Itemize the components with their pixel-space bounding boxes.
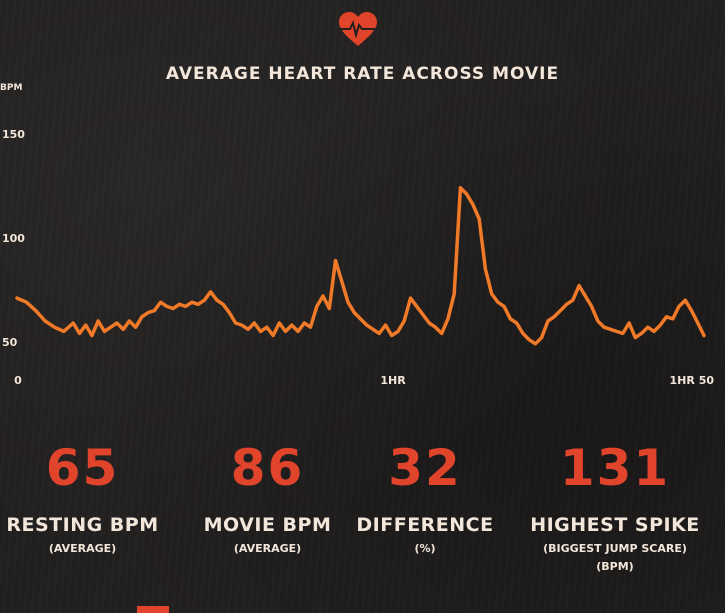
bottom-accent-bar [137,606,169,613]
stat-sub: (average) [233,542,302,555]
stats-panel: 65 Resting BPM (average) 86 Movie BPM (a… [0,440,725,613]
stat-value: 32 [388,439,462,497]
x-tick-label: 1HR [380,374,406,387]
heart-ecg-icon [339,12,377,46]
stat-highest-spike: 131 Highest Spike (Biggest Jump Scare) (… [515,440,715,576]
stat-label: Highest Spike [530,514,700,536]
heart-rate-series-line [15,186,706,346]
stat-movie-bpm: 86 Movie BPM (average) [190,440,345,558]
stat-label: Movie BPM [203,514,332,536]
stat-sub: (average) [48,542,117,555]
stat-value: 86 [230,439,305,497]
stat-difference: 32 Difference (%) [350,440,500,558]
x-tick-label: 0 [14,374,22,387]
y-tick-label: 150 [2,128,25,141]
heart-rate-chart: BPM 150 100 50 0 1HR 1HR 50 [0,83,715,387]
chart-title: Average Heart Rate Across Movie [165,64,560,84]
y-tick-label: 50 [2,336,18,349]
stat-value: 65 [45,439,120,497]
stat-label: Resting BPM [6,514,159,536]
x-tick-label: 1HR 50 [670,374,715,387]
stat-resting-bpm: 65 Resting BPM (average) [5,440,160,558]
stat-value: 131 [559,439,671,497]
y-tick-label: 100 [2,232,25,245]
stat-sub: (%) [414,542,436,555]
y-axis-label: BPM [0,83,22,93]
stat-sub: (Biggest Jump Scare) [543,542,687,555]
stat-label: Difference [356,514,494,536]
stat-sub: (BPM) [596,560,634,573]
